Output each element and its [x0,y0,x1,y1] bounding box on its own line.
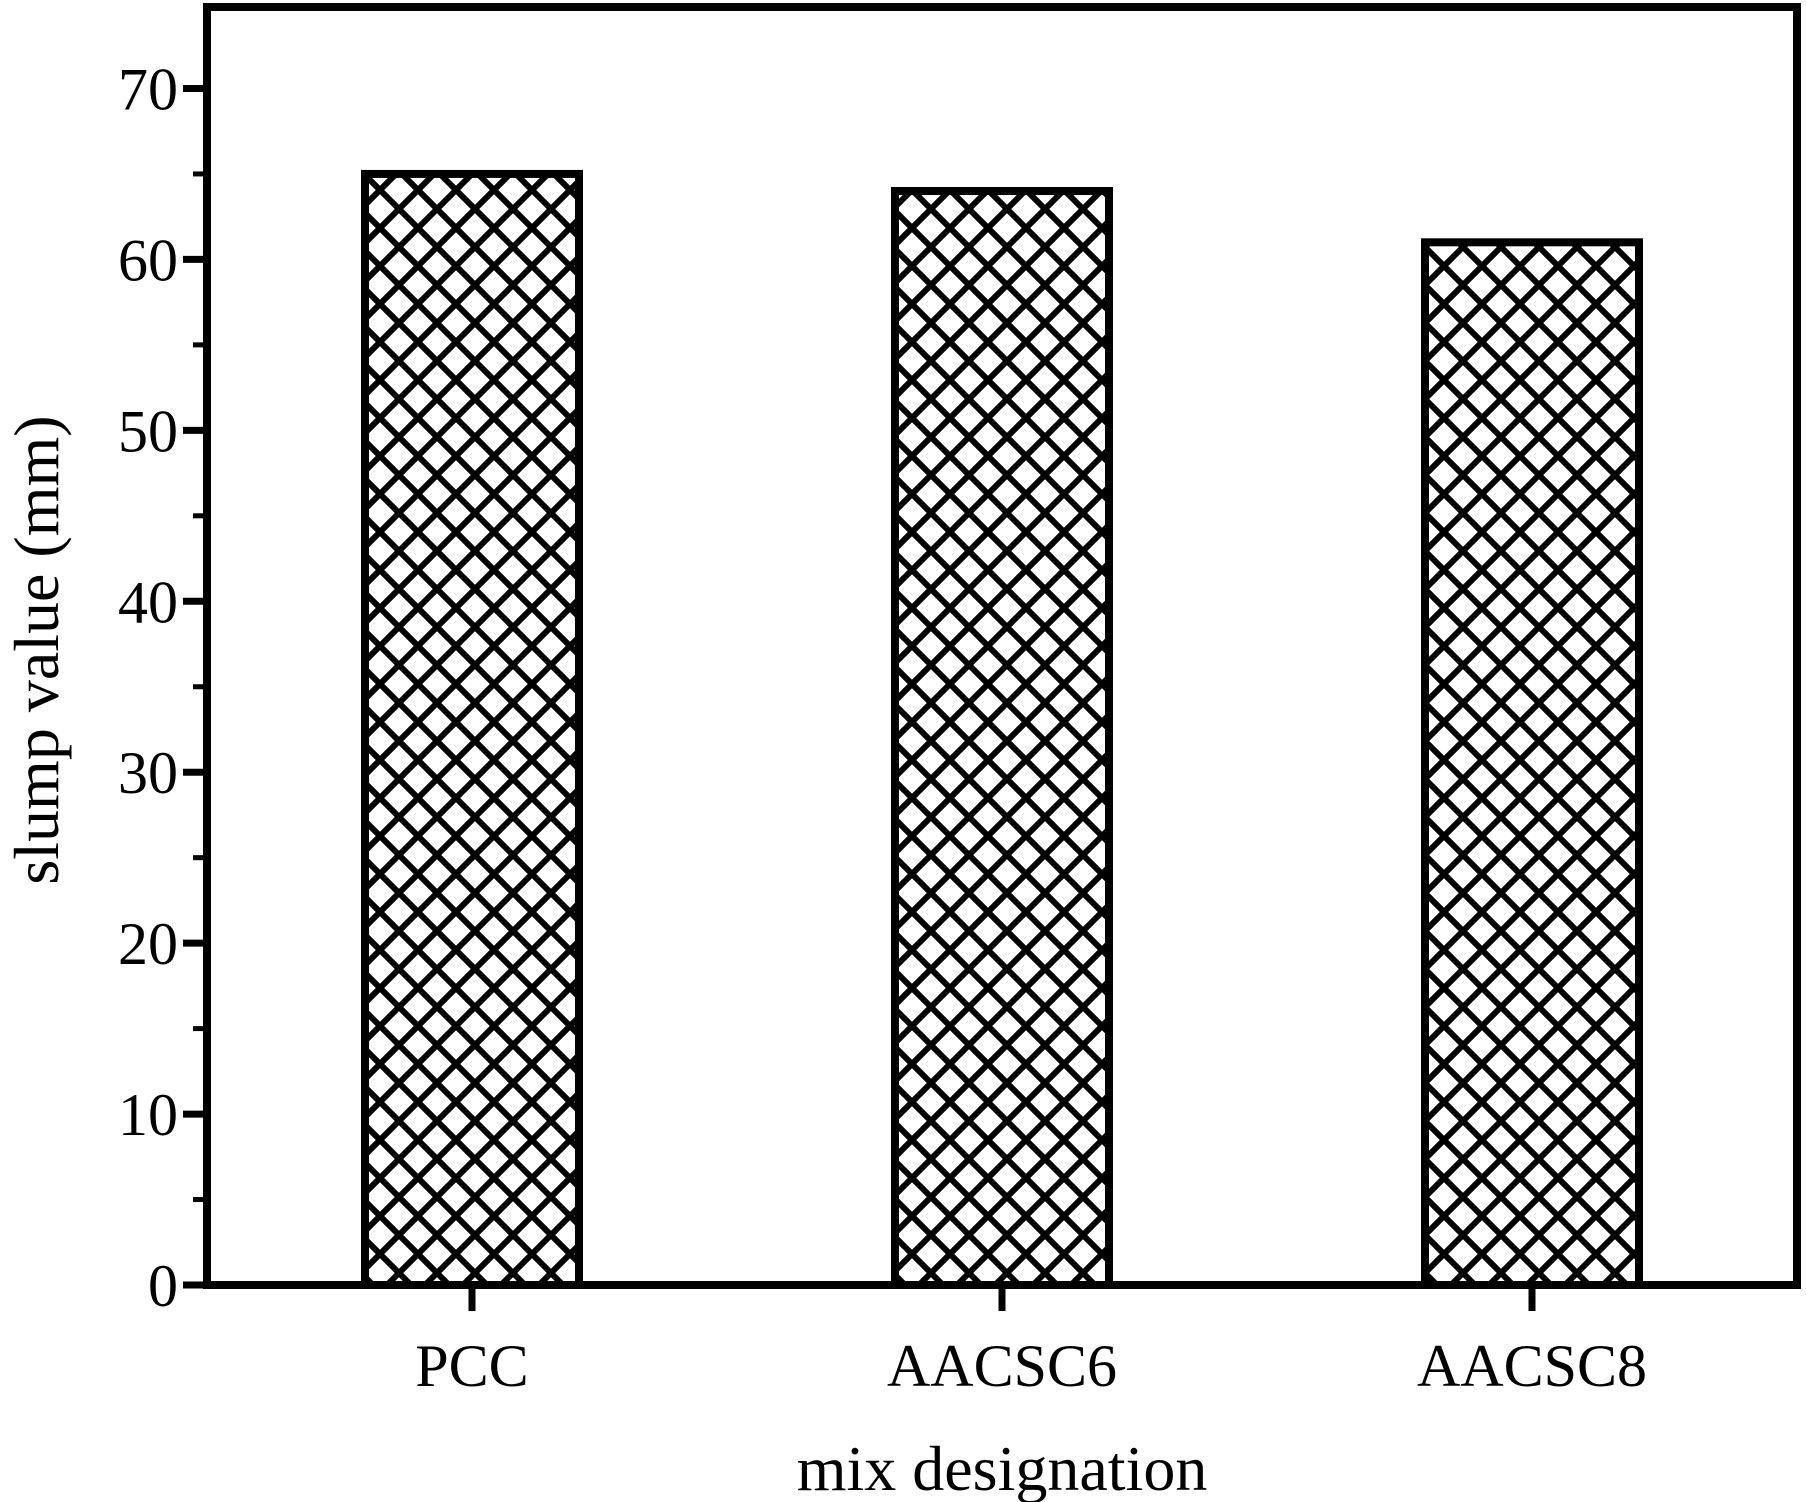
y-tick-label: 40 [118,569,178,635]
bars-group [361,169,1643,1290]
bar-aacsc8 [1421,238,1643,1290]
y-axis-title: slump value (mm) [1,415,72,884]
bar-pcc [361,169,583,1289]
y-tick-label: 10 [118,1082,178,1148]
y-tick-label: 60 [118,227,178,293]
y-tick-label: 20 [118,911,178,977]
y-tick-label: 30 [118,740,178,806]
y-tick-label: 50 [118,398,178,464]
bar-aacsc6 [891,187,1113,1290]
x-tick-label: AACSC8 [1417,1333,1647,1399]
y-tick-label: 0 [148,1253,178,1319]
y-tick-label: 70 [118,56,178,122]
x-tick-label: PCC [415,1333,528,1399]
plot-frame [203,3,1801,1289]
x-tick-label: AACSC6 [887,1333,1117,1399]
x-axis-title: mix designation [797,1433,1208,1502]
axes-group: PCC AACSC6 AACSC8 0 10 20 30 40 50 60 70 [118,56,1647,1399]
